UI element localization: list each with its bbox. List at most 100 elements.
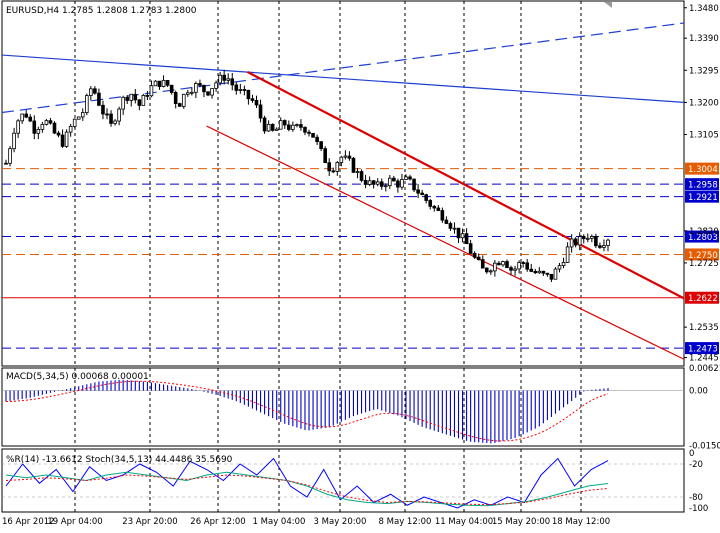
candle-body	[517, 262, 521, 270]
stoch-series-line	[5, 457, 609, 509]
stoch-y-tick-label: -80	[689, 493, 703, 503]
candle-body	[533, 271, 538, 274]
candle-body	[379, 181, 384, 187]
stoch-panel	[1, 448, 685, 513]
candle-body	[569, 238, 574, 248]
candle-body	[428, 200, 433, 207]
candle-body	[113, 120, 117, 124]
candle-body	[190, 91, 194, 94]
candle-body	[561, 262, 566, 267]
candle-body	[581, 236, 586, 240]
candle-body	[218, 74, 222, 84]
candle-body	[101, 104, 105, 115]
x-tick-label: 11 May 04:00	[435, 517, 493, 527]
candle-body	[230, 78, 235, 86]
y-tick-label: 1.3390	[689, 34, 719, 44]
stoch-y-tick-label: -20	[689, 460, 703, 470]
stoch-title: %R(14) -13.6612 Stoch(34,5,13) 44.4486 3…	[6, 455, 233, 465]
y-tick-label: 1.2445	[689, 354, 719, 364]
candle-body	[602, 245, 606, 248]
candle-body	[557, 265, 562, 270]
candle-body	[153, 80, 158, 87]
candle-body	[359, 171, 364, 181]
x-tick-label: 19 Apr 04:00	[47, 517, 102, 527]
candle-body	[242, 89, 247, 91]
candle-body	[282, 120, 287, 126]
candle-body	[109, 113, 113, 124]
candle-body	[594, 236, 598, 247]
candle-body	[553, 268, 558, 280]
candle-body	[509, 267, 513, 271]
candle-body	[606, 239, 610, 246]
candle-body	[444, 219, 449, 224]
candle-body	[585, 237, 590, 240]
candle-body	[577, 236, 582, 246]
y-tick-label: 1.3105	[689, 130, 719, 140]
candle-body	[250, 98, 255, 101]
candle-body	[383, 185, 388, 188]
x-tick-label: 15 May 20:00	[492, 517, 550, 527]
candle-body	[80, 112, 85, 118]
candle-body	[392, 177, 396, 182]
candle-body	[323, 148, 327, 164]
stoch-y-tick-label: -100	[689, 504, 708, 514]
candle-body	[274, 128, 279, 131]
level-tag	[685, 248, 719, 261]
candle-body	[388, 177, 392, 187]
y-tick-label: 1.2725	[689, 259, 719, 269]
level-label: 1.2803	[688, 233, 718, 243]
candle-body	[598, 245, 602, 248]
candle-body	[258, 104, 263, 119]
candle-body	[117, 108, 121, 122]
candle-body	[141, 94, 146, 106]
candle-body	[525, 262, 529, 270]
candle-body	[222, 74, 226, 81]
trend-line-channel-upper	[247, 70, 685, 300]
candle-body	[545, 272, 550, 275]
candle-body	[186, 92, 190, 95]
candle-body	[145, 94, 150, 97]
candle-body	[32, 120, 37, 134]
candle-body	[307, 131, 311, 134]
candle-body	[412, 178, 416, 191]
candle-body	[157, 80, 162, 87]
candle-body	[24, 113, 29, 118]
candle-body	[8, 148, 12, 164]
candle-body	[339, 156, 344, 163]
candle-body	[12, 132, 16, 150]
x-tick-label: 18 May 12:00	[552, 517, 610, 527]
candle-body	[347, 155, 352, 159]
candle-body	[85, 95, 89, 113]
candle-body	[464, 233, 469, 245]
candle-body	[355, 171, 360, 173]
candle-body	[420, 192, 424, 196]
candle-body	[181, 93, 186, 107]
candle-body	[169, 84, 174, 93]
candle-body	[440, 210, 445, 221]
candle-body	[367, 180, 372, 185]
candle-body	[521, 262, 525, 264]
candle-body	[299, 124, 303, 128]
x-tick-label: 8 May 12:00	[379, 517, 432, 527]
candle-body	[246, 89, 251, 100]
level-label: 1.2958	[688, 181, 718, 191]
level-tag	[685, 190, 719, 203]
candle-body	[319, 141, 323, 150]
candle-body	[436, 207, 441, 211]
candle-body	[48, 120, 53, 124]
candle-body	[93, 88, 97, 94]
y-tick-label: 1.2820	[689, 227, 719, 237]
candle-body	[468, 243, 473, 254]
candle-body	[262, 117, 267, 132]
candle-body	[493, 262, 497, 272]
candle-body	[452, 227, 457, 230]
candle-body	[89, 88, 93, 96]
candle-body	[505, 261, 509, 268]
candle-body	[20, 113, 24, 122]
candle-body	[335, 162, 340, 172]
candle-body	[331, 170, 336, 173]
candle-body	[371, 180, 376, 185]
candle-body	[52, 122, 57, 134]
